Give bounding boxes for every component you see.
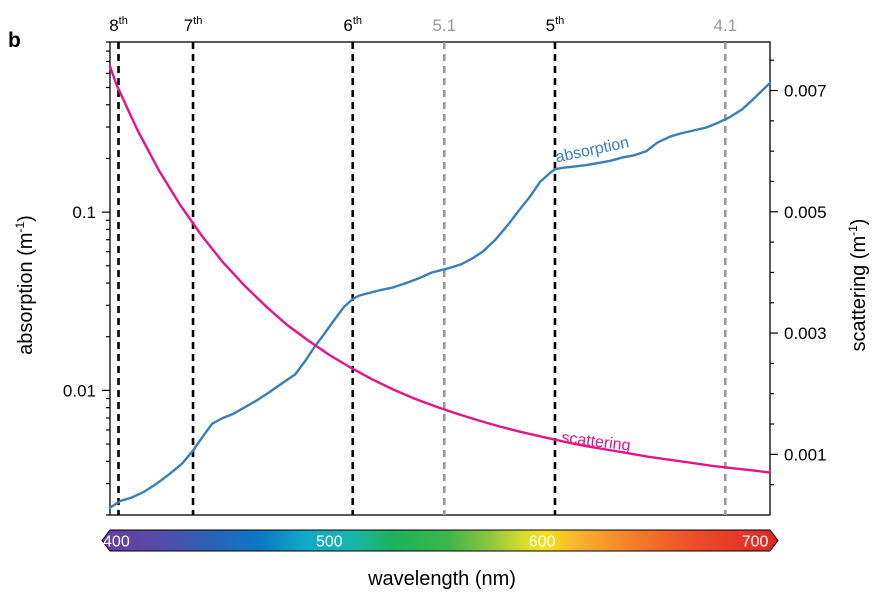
right-tick-label: 0.003 (784, 324, 827, 343)
colorbar-label: 400 (103, 534, 130, 551)
marker-label-main: 6 (343, 16, 352, 35)
colorbar-strip (101, 529, 779, 552)
left-tick-label: 0.1 (72, 203, 96, 222)
series-label-absorption: absorption (554, 134, 631, 166)
right-tick-label: 0.005 (784, 203, 827, 222)
right-axis-title-sup: -1 (846, 225, 860, 236)
wavelength-colorbar: 400 500 600 700 (101, 529, 779, 552)
marker-label: 5th (546, 15, 565, 35)
right-tick-label: 0.007 (784, 82, 827, 101)
right-y-axis: 0.001 0.003 0.005 0.007 (770, 59, 827, 486)
colorbar-label: 700 (742, 534, 769, 551)
marker-label: 8th (109, 15, 128, 35)
colorbar-label: 600 (529, 534, 556, 551)
marker-label-sup: th (353, 15, 362, 27)
marker-label-main: 7 (184, 16, 193, 35)
left-axis-title-text: absorption (m (15, 233, 37, 355)
marker-label: 5.1 (432, 16, 456, 35)
colorbar-label: 500 (316, 534, 343, 551)
marker-label-sup: th (555, 15, 564, 27)
right-axis-title-text: scattering (m (848, 236, 870, 352)
left-y-axis: 0.01 0.1 (63, 41, 110, 516)
marker-label-sup: th (119, 15, 128, 27)
transmission-window-markers: 8th 7th 6th 5.1 5th 4.1 (109, 15, 737, 515)
marker-label: 4.1 (713, 16, 737, 35)
marker-label-main: 4.1 (713, 16, 737, 35)
data-series (108, 65, 772, 509)
right-axis-title: scattering (m-1) (846, 219, 870, 352)
series-line-absorption (108, 81, 772, 509)
marker-label-main: 5.1 (432, 16, 456, 35)
left-axis-title: absorption (m-1) (13, 215, 37, 355)
series-labels: absorption scattering (554, 134, 631, 454)
left-axis-title-end: ) (15, 215, 37, 222)
left-axis-title-sup: -1 (13, 222, 27, 233)
series-label-scattering: scattering (561, 429, 632, 454)
marker-label-sup: th (193, 15, 202, 27)
left-tick-label: 0.01 (63, 381, 96, 400)
right-tick-label: 0.001 (784, 445, 827, 464)
x-axis-title: wavelength (nm) (367, 568, 516, 590)
plot-frame (109, 41, 771, 516)
panel-label: b (8, 29, 21, 52)
marker-label: 6th (343, 15, 362, 35)
marker-label-main: 8 (109, 16, 118, 35)
series-line-scattering (108, 65, 772, 474)
right-axis-title-end: ) (848, 219, 870, 226)
plot-area (109, 41, 771, 516)
marker-label-main: 5 (546, 16, 555, 35)
marker-label: 7th (184, 15, 203, 35)
